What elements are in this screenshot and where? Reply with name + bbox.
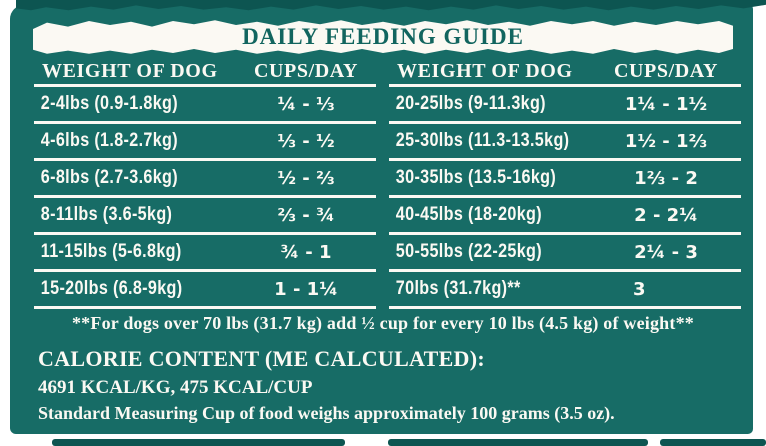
top-torn-edge — [16, 0, 766, 11]
cups-cell: ½ - ⅔ — [277, 167, 335, 189]
table-row: 40-45lbs (18-20kg) 2 - 2¼ — [389, 198, 741, 235]
table-row: 70lbs (31.7kg)** 3 — [389, 272, 741, 309]
cups-cell: 1 - 1¼ — [274, 278, 338, 300]
cups-cell: 1¼ - 1½ — [624, 93, 708, 115]
calorie-values: 4691 KCAL/KG, 475 KCAL/CUP — [38, 377, 313, 398]
table-row: 20-25lbs (9-11.3kg) 1¼ - 1½ — [389, 87, 741, 124]
weight-cell: 4-6lbs (1.8-2.7kg) — [40, 130, 178, 151]
bottom-torn-edge — [388, 439, 648, 446]
cups-cell: ¾ - 1 — [280, 241, 332, 263]
table-row: 11-15lbs (5-6.8kg) ¾ - 1 — [34, 235, 376, 272]
table-row: 25-30lbs (11.3-13.5kg) 1½ - 1⅔ — [389, 124, 741, 161]
weight-cell: 2-4lbs (0.9-1.8kg) — [40, 93, 178, 114]
weight-cell: 15-20lbs (6.8-9kg) — [40, 278, 183, 299]
column-header-cups: CUPS/DAY — [253, 59, 359, 82]
weight-cell: 25-30lbs (11.3-13.5kg) — [395, 130, 570, 151]
cups-cell: ⅓ - ½ — [277, 130, 335, 152]
table-row: 6-8lbs (2.7-3.6kg) ½ - ⅔ — [34, 161, 376, 198]
weight-cell: 6-8lbs (2.7-3.6kg) — [40, 167, 178, 188]
cups-cell: 2¼ - 3 — [634, 241, 698, 263]
table-row: 30-35lbs (13.5-16kg) 1⅔ - 2 — [389, 161, 741, 198]
column-header-weight: WEIGHT OF DOG — [397, 59, 573, 82]
table-header-row: WEIGHT OF DOG CUPS/DAY — [389, 58, 741, 87]
measuring-cup-note: Standard Measuring Cup of food weighs ap… — [38, 403, 615, 423]
weight-cell: 20-25lbs (9-11.3kg) — [395, 93, 546, 114]
cups-cell: 1½ - 1⅔ — [624, 130, 708, 152]
cups-cell: ⅔ - ¾ — [277, 204, 335, 226]
table-row: 15-20lbs (6.8-9kg) 1 - 1¼ — [34, 272, 376, 309]
overweight-footnote: **For dogs over 70 lbs (31.7 kg) add ½ c… — [71, 313, 694, 333]
table-row: 50-55lbs (22-25kg) 2¼ - 3 — [389, 235, 741, 272]
weight-cell: 50-55lbs (22-25kg) — [395, 241, 542, 262]
weight-cell: 8-11lbs (3.6-5kg) — [40, 204, 173, 225]
column-header-cups: CUPS/DAY — [613, 59, 719, 82]
cups-cell: 3 — [633, 278, 646, 300]
bottom-torn-edge — [660, 439, 766, 446]
teal-panel-background — [10, 5, 753, 434]
weight-cell: 70lbs (31.7kg)** — [395, 278, 521, 299]
feeding-table-left: WEIGHT OF DOG CUPS/DAY 2-4lbs (0.9-1.8kg… — [34, 58, 376, 309]
cups-cell: 2 - 2¼ — [634, 204, 698, 226]
weight-cell: 40-45lbs (18-20kg) — [395, 204, 542, 225]
calorie-content-heading: CALORIE CONTENT (ME CALCULATED): — [38, 346, 485, 371]
cups-cell: ¼ - ⅓ — [277, 93, 335, 115]
feeding-table-right: WEIGHT OF DOG CUPS/DAY 20-25lbs (9-11.3k… — [389, 58, 741, 309]
table-row: 2-4lbs (0.9-1.8kg) ¼ - ⅓ — [34, 87, 376, 124]
bottom-torn-edge — [52, 439, 345, 446]
cups-cell: 1⅔ - 2 — [634, 167, 698, 189]
weight-cell: 30-35lbs (13.5-16kg) — [395, 167, 557, 188]
table-row: 4-6lbs (1.8-2.7kg) ⅓ - ½ — [34, 124, 376, 161]
weight-cell: 11-15lbs (5-6.8kg) — [40, 241, 182, 262]
page-title: DAILY FEEDING GUIDE — [242, 24, 524, 49]
table-header-row: WEIGHT OF DOG CUPS/DAY — [34, 58, 376, 87]
table-row: 8-11lbs (3.6-5kg) ⅔ - ¾ — [34, 198, 376, 235]
column-header-weight: WEIGHT OF DOG — [42, 59, 218, 82]
